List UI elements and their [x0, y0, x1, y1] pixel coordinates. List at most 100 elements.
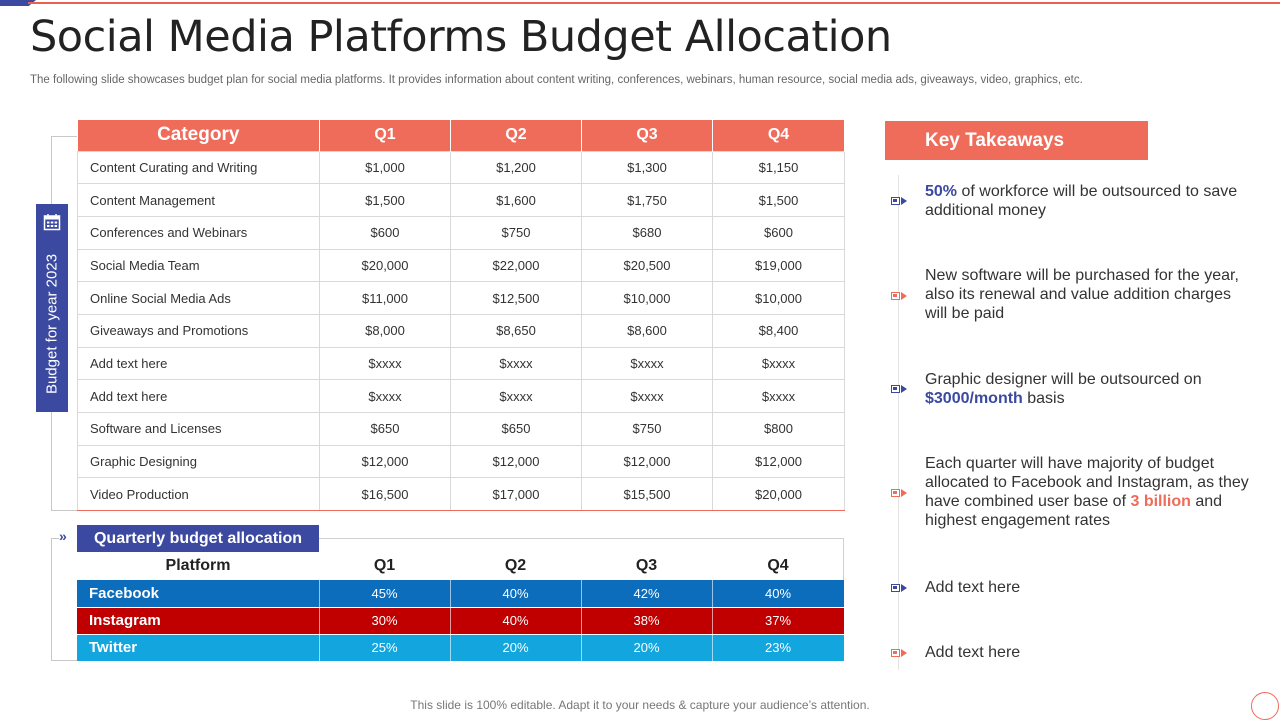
takeaway-text: New software will be purchased for the y… — [925, 267, 1239, 322]
amount-cell: $650 — [450, 412, 582, 446]
takeaway-item: New software will be purchased for the y… — [925, 266, 1255, 323]
takeaway-text: basis — [1022, 390, 1065, 407]
platform-row-facebook: Facebook 45% 40% 42% 40% — [77, 580, 845, 608]
amount-cell: $680 — [581, 215, 713, 250]
category-cell: Online Social Media Ads — [77, 281, 320, 315]
category-cell: Social Media Team — [77, 248, 320, 283]
amount-cell: $1,200 — [450, 150, 582, 185]
column-header-q4: Q4 — [767, 557, 789, 574]
column-header-platform: Platform — [165, 557, 231, 574]
amount-cell: $xxxx — [319, 379, 451, 413]
platform-name: Instagram — [77, 607, 320, 635]
takeaway-text: of workforce will be outsourced to save … — [925, 183, 1238, 219]
takeaway-highlight: 3 billion — [1130, 493, 1191, 510]
percent-cell: 45% — [319, 580, 451, 608]
category-cell: Add text here — [77, 346, 320, 381]
table-row: Giveaways and Promotions $8,000 $8,650 $8,6… — [77, 313, 845, 348]
amount-cell: $1,500 — [319, 183, 451, 217]
amount-cell: $xxxx — [581, 346, 713, 381]
top-accent-bar — [0, 0, 36, 6]
amount-cell: $12,000 — [581, 444, 713, 479]
amount-cell: $20,000 — [712, 477, 845, 512]
column-header-q2: Q2 — [504, 557, 527, 574]
amount-cell: $8,000 — [319, 313, 451, 348]
amount-cell: $8,600 — [581, 313, 713, 348]
bullet-arrow-icon — [891, 290, 909, 302]
table-row: Social Media Team $20,000 $22,000 $20,500 $1… — [77, 248, 845, 283]
amount-cell: $650 — [319, 412, 451, 446]
column-header-q1: Q1 — [373, 557, 396, 574]
amount-cell: $20,000 — [319, 248, 451, 283]
percent-cell: 40% — [712, 580, 845, 608]
table-row: Software and Licenses $650 $650 $750 $800 — [77, 412, 845, 446]
amount-cell: $20,500 — [581, 248, 713, 283]
platform-row-twitter: Twitter 25% 20% 20% 23% — [77, 634, 845, 662]
amount-cell: $12,500 — [450, 281, 582, 315]
percent-cell: 23% — [712, 634, 845, 662]
amount-cell: $600 — [319, 215, 451, 250]
amount-cell: $19,000 — [712, 248, 845, 283]
column-header-q1: Q1 — [319, 120, 451, 151]
amount-cell: $xxxx — [712, 379, 845, 413]
amount-cell: $750 — [581, 412, 713, 446]
takeaway-item: Add text here — [925, 578, 1255, 597]
amount-cell: $1,750 — [581, 183, 713, 217]
amount-cell: $xxxx — [450, 346, 582, 381]
amount-cell: $750 — [450, 215, 582, 250]
table-row: Video Production $16,500 $17,000 $15,500 $20… — [77, 477, 845, 512]
top-rule — [28, 2, 1280, 4]
percent-cell: 38% — [581, 607, 713, 635]
corner-circle-decoration — [1251, 692, 1279, 720]
percent-cell: 20% — [450, 634, 582, 662]
category-cell: Add text here — [77, 379, 320, 413]
amount-cell: $12,000 — [319, 444, 451, 479]
takeaway-text: and highest engagement rates — [925, 493, 1223, 529]
amount-cell: $1,500 — [712, 183, 845, 217]
takeaway-item: Add text here — [925, 643, 1255, 662]
budget-table-header: Category Q1 Q2 Q3 Q4 — [77, 120, 845, 151]
category-cell: Content Curating and Writing — [77, 150, 320, 185]
budget-table: Category Q1 Q2 Q3 Q4 Content Curating an… — [77, 120, 845, 512]
amount-cell: $xxxx — [581, 379, 713, 413]
bullet-arrow-icon — [891, 647, 909, 659]
column-header-q4: Q4 — [712, 120, 845, 151]
percent-cell: 40% — [450, 580, 582, 608]
amount-cell: $11,000 — [319, 281, 451, 315]
quarterly-bracket-bottom — [51, 660, 77, 661]
budget-bracket-bottom — [51, 510, 77, 511]
table-row: Content Curating and Writing $1,000 $1,200… — [77, 150, 845, 185]
platform-row-instagram: Instagram 30% 40% 38% 37% — [77, 607, 845, 635]
amount-cell: $xxxx — [450, 379, 582, 413]
amount-cell: $16,500 — [319, 477, 451, 512]
takeaway-highlight: 50% — [925, 183, 958, 200]
category-cell: Conferences and Webinars — [77, 215, 320, 250]
quarterly-table-header: Platform Q1 Q2 Q3 Q4 — [77, 552, 844, 580]
amount-cell: $17,000 — [450, 477, 582, 512]
table-row: Add text here $xxxx $xxxx $xxxx $xxxx — [77, 379, 845, 413]
page-title: Social Media Platforms Budget Allocation — [30, 12, 892, 62]
key-takeaways-timeline — [898, 175, 899, 670]
amount-cell: $1,000 — [319, 150, 451, 185]
amount-cell: $10,000 — [712, 281, 845, 315]
amount-cell: $1,600 — [450, 183, 582, 217]
column-header-q2: Q2 — [450, 120, 582, 151]
amount-cell: $22,000 — [450, 248, 582, 283]
percent-cell: 30% — [319, 607, 451, 635]
amount-cell: $12,000 — [450, 444, 582, 479]
takeaway-item: 50% of workforce will be outsourced to s… — [925, 182, 1255, 220]
column-header-category: Category — [77, 120, 320, 151]
bullet-arrow-icon — [891, 582, 909, 594]
takeaway-text: Add text here — [925, 579, 1021, 596]
table-row: Add text here $xxxx $xxxx $xxxx $xxxx — [77, 346, 845, 381]
budget-year-text: Budget for year 2023 — [43, 253, 61, 395]
platform-name: Twitter — [77, 634, 320, 662]
amount-cell: $xxxx — [712, 346, 845, 381]
quarterly-section-title: Quarterly budget allocation — [77, 525, 319, 552]
quarterly-table: Platform Q1 Q2 Q3 Q4 Facebook 45% 40% 42% 40… — [77, 552, 845, 662]
amount-cell: $8,650 — [450, 313, 582, 348]
table-row: Content Management $1,500 $1,600 $1,750 $1,5… — [77, 183, 845, 217]
budget-year-label: Budget for year 2023 — [36, 204, 68, 412]
bullet-arrow-icon — [891, 195, 909, 207]
takeaway-item: Each quarter will have majority of budge… — [925, 454, 1255, 530]
footer-note: This slide is 100% editable. Adapt it to… — [410, 698, 870, 712]
